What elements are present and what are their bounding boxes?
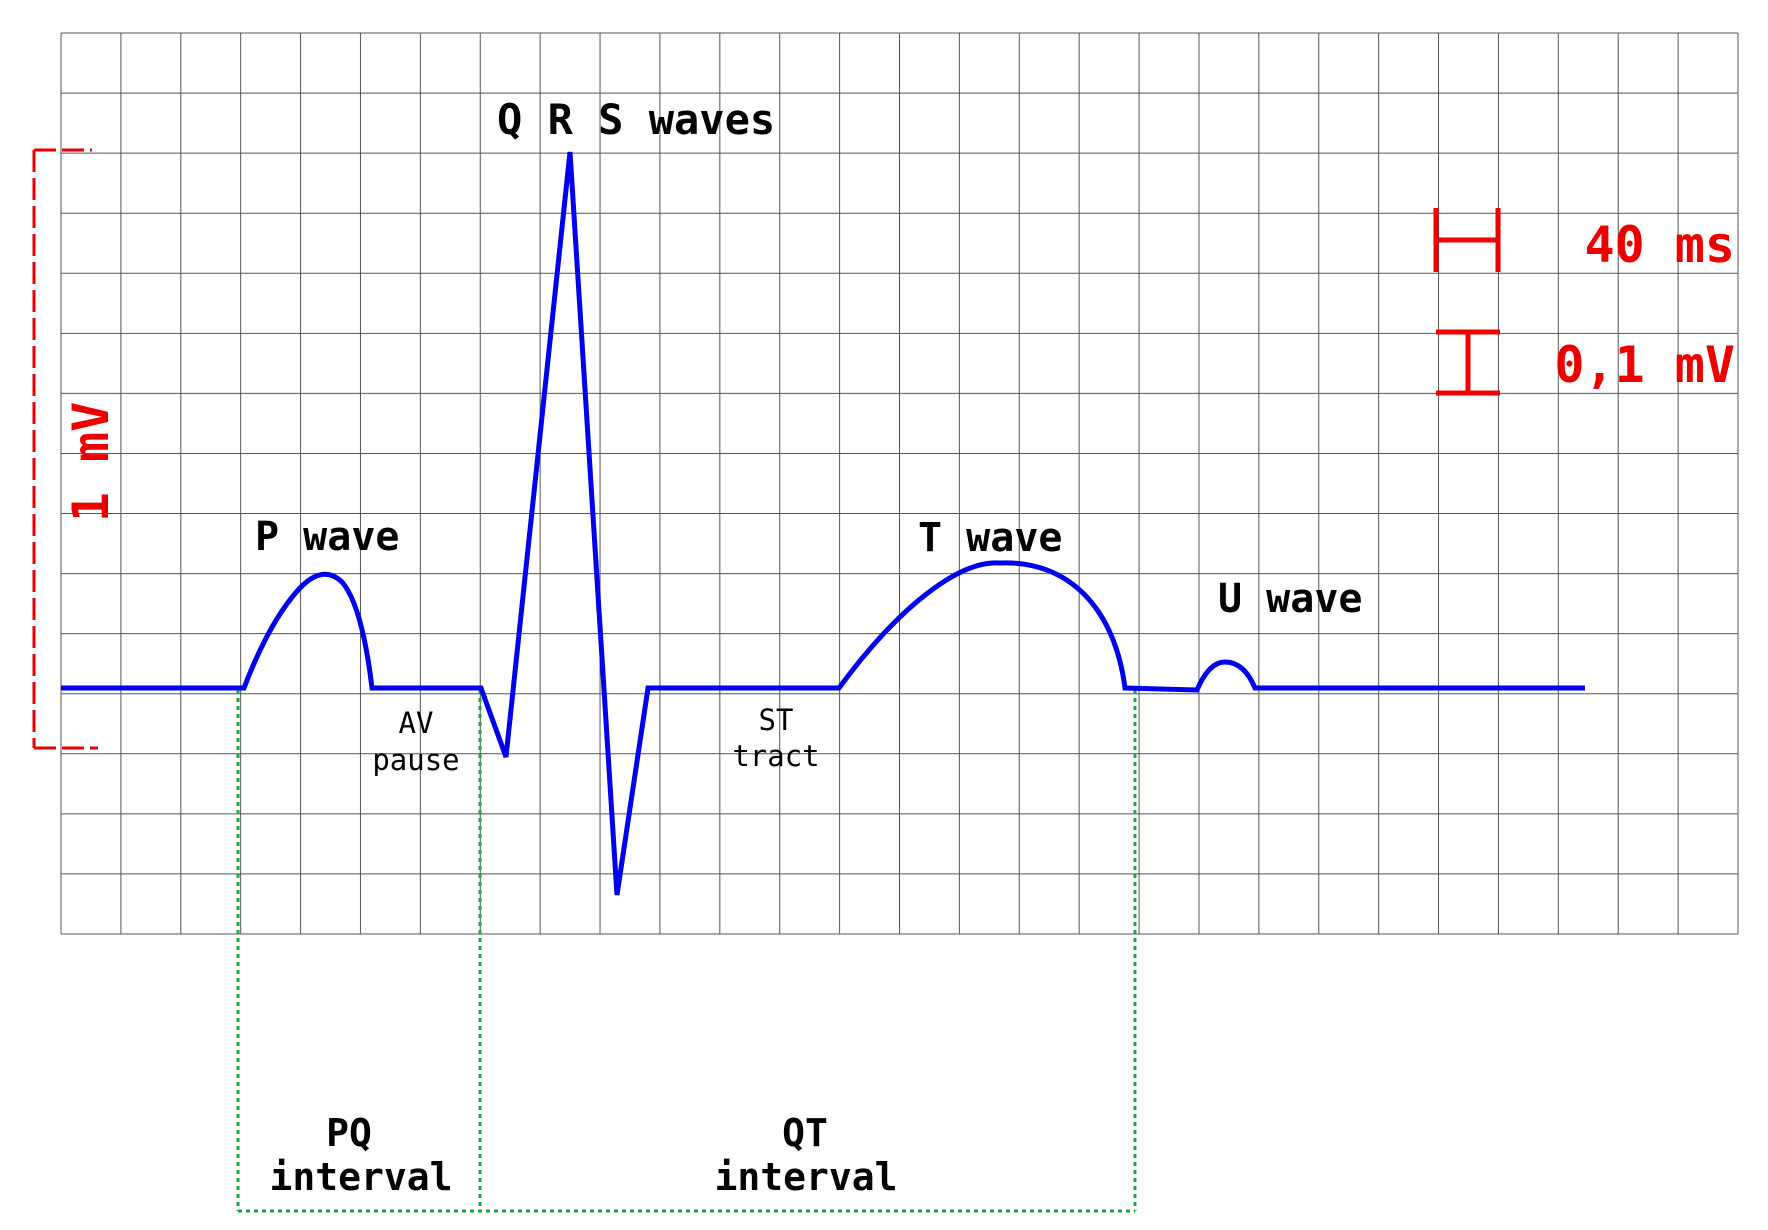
st-tract-label-line2: tract bbox=[732, 739, 819, 773]
pq-interval-label-line1: PQ bbox=[326, 1111, 372, 1155]
av-pause-label-line2: pause bbox=[372, 743, 459, 777]
ecg-grid bbox=[60, 32, 1739, 935]
voltage-scale-marker bbox=[1436, 329, 1500, 396]
qt-interval-label-line1: QT bbox=[782, 1111, 828, 1155]
time-scale-marker bbox=[1433, 208, 1501, 272]
pq-interval-label-line2: interval bbox=[269, 1155, 452, 1199]
st-tract-label-line1: ST bbox=[759, 703, 794, 737]
p-wave-label: P wave bbox=[255, 514, 400, 560]
qrs-waves-label: Q R S waves bbox=[497, 95, 775, 144]
amplitude-label: 1 mV bbox=[62, 402, 120, 522]
amplitude-scale-bracket bbox=[32, 148, 98, 750]
qt-interval-label-line2: interval bbox=[714, 1155, 897, 1199]
av-pause-label-line1: AV bbox=[399, 706, 434, 740]
time-scale-label: 40 ms bbox=[1584, 216, 1735, 274]
u-wave-label: U wave bbox=[1218, 576, 1363, 622]
t-wave-label: T wave bbox=[918, 515, 1063, 561]
ecg-trace bbox=[61, 151, 1585, 896]
interval-guides bbox=[236, 690, 1137, 1213]
voltage-scale-label: 0,1 mV bbox=[1554, 336, 1735, 394]
